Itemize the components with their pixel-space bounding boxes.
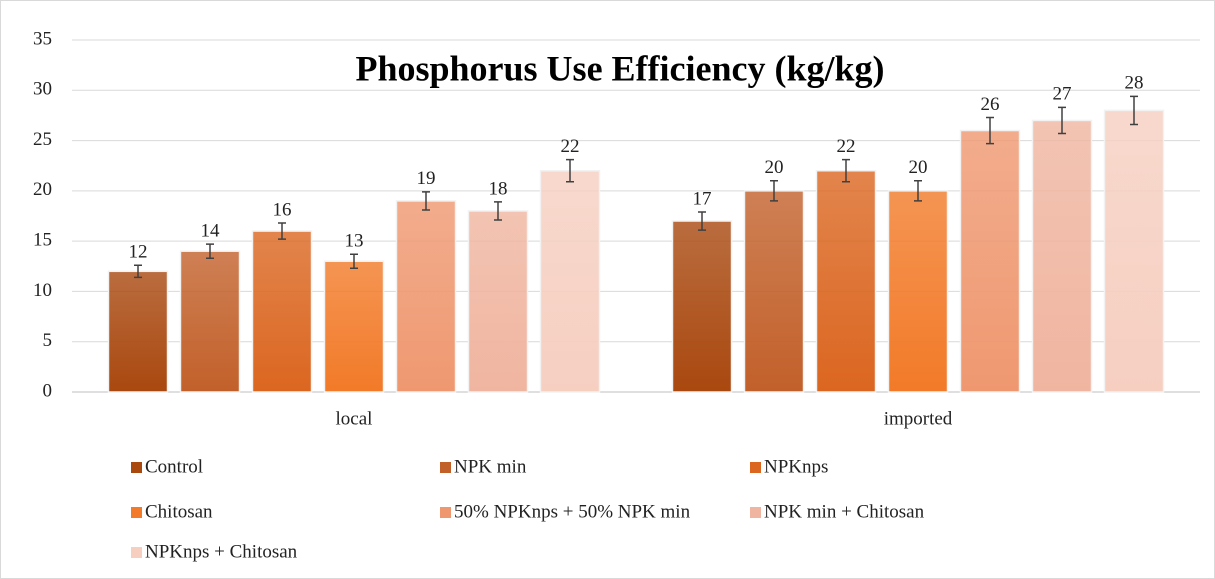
data-label: 22 [837, 136, 856, 157]
y-tick-label: 20 [33, 179, 52, 200]
error-bar [134, 264, 142, 279]
y-tick-label: 30 [33, 79, 52, 100]
error-bar [422, 191, 430, 211]
legend-label: NPK min [454, 456, 527, 477]
bar [539, 169, 601, 393]
y-tick-label: 35 [33, 28, 52, 49]
bar [323, 260, 385, 393]
data-label: 12 [129, 242, 148, 263]
bar [671, 220, 733, 393]
bar [887, 190, 949, 393]
error-bar [914, 180, 922, 202]
data-label: 22 [561, 136, 580, 157]
legend-swatch [750, 462, 761, 473]
data-label: 14 [201, 221, 221, 242]
data-label: 13 [345, 231, 364, 252]
legend-label: NPKnps [764, 456, 828, 477]
bar [107, 270, 169, 393]
x-tick-label: imported [884, 408, 953, 429]
error-bar [1058, 106, 1066, 135]
marks: local 12 14 16 13 19 18 22 imported 17 20 22 20 26 27 2… [107, 73, 1165, 562]
y-tick-label: 15 [33, 230, 52, 251]
data-label: 20 [909, 157, 928, 178]
legend-label: Control [145, 456, 203, 477]
legend-label: 50% NPKnps + 50% NPK min [454, 501, 691, 522]
bar [1031, 119, 1093, 393]
x-tick-label: local [336, 408, 373, 429]
bar [815, 169, 877, 393]
error-bar [494, 201, 502, 221]
legend-label: Chitosan [145, 501, 213, 522]
error-bar [1130, 95, 1138, 126]
data-label: 19 [417, 168, 436, 189]
legend-swatch [131, 462, 142, 473]
legend-swatch [440, 462, 451, 473]
legend-swatch [750, 507, 761, 518]
y-tick-label: 25 [33, 129, 52, 150]
data-label: 20 [765, 157, 784, 178]
legend-label: NPKnps + Chitosan [145, 541, 298, 562]
legend-swatch [131, 547, 142, 558]
legend-swatch [131, 507, 142, 518]
legend-swatch [440, 507, 451, 518]
error-bar [278, 222, 286, 240]
bar [179, 250, 241, 393]
legend-label: NPK min + Chitosan [764, 501, 925, 522]
data-label: 16 [273, 199, 292, 220]
data-label: 18 [489, 178, 508, 199]
bar [743, 190, 805, 393]
data-label: 28 [1125, 73, 1144, 94]
error-bar [566, 158, 574, 183]
error-bar [206, 243, 214, 259]
bar [1103, 109, 1165, 393]
error-bar [350, 253, 358, 270]
data-label: 26 [981, 94, 1000, 115]
bar [251, 230, 313, 393]
chart-title: Phosphorus Use Efficiency (kg/kg) [355, 48, 884, 88]
bar [395, 200, 457, 393]
y-tick-label: 5 [43, 330, 53, 351]
error-bar [842, 158, 850, 183]
error-bar [770, 180, 778, 202]
data-label: 27 [1053, 84, 1072, 105]
error-bar [986, 116, 994, 145]
y-tick-label: 10 [33, 280, 52, 301]
y-tick-label: 0 [43, 380, 53, 401]
bar [959, 129, 1021, 393]
data-label: 17 [693, 188, 712, 209]
bar [467, 210, 529, 393]
error-bar [698, 211, 706, 231]
